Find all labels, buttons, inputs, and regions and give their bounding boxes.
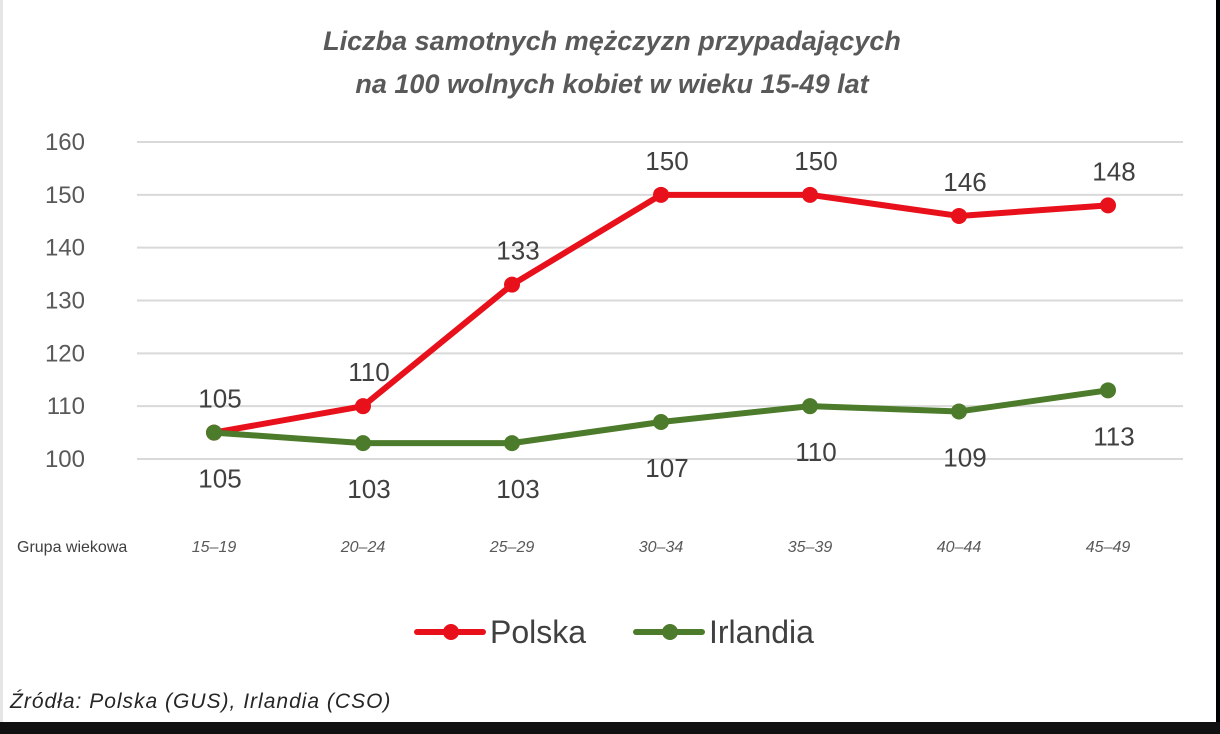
legend-label-polska: Polska [490,614,586,650]
data-point-irlandia [504,435,520,452]
y-tick-label: 100 [45,446,85,473]
y-tick-label: 160 [45,129,85,156]
legend: Polska Irlandia [414,614,814,650]
x-tick-label: 40–44 [937,539,982,556]
series-lines [206,186,1116,452]
data-point-polska [653,186,669,203]
legend-marker-irlandia [662,624,678,640]
x-axis-ticks: 15–19 20–24 25–29 30–34 35–39 40–44 45–49 [192,539,1131,556]
data-labels: 105 110 133 150 150 146 148 105 103 103 107 110 109 1… [198,146,1135,504]
data-label-polska: 150 [794,146,837,176]
series-line-polska [211,191,1111,436]
bottom-bar [0,722,1220,734]
frame-edge [0,0,3,722]
x-tick-label: 20–24 [340,539,386,556]
x-tick-label: 35–39 [788,539,833,556]
data-label-polska: 110 [348,357,389,387]
legend-marker-polska [443,624,459,640]
x-tick-label: 30–34 [639,539,684,556]
data-point-irlandia [206,424,222,441]
data-label-irlandia: 110 [795,437,836,467]
x-axis-label: Grupa wiekowa [17,539,127,556]
data-label-irlandia: 107 [645,453,688,483]
data-label-polska: 133 [496,236,539,266]
data-label-irlandia: 109 [943,442,986,472]
source-note: Źródła: Polska (GUS), Irlandia (CSO) [10,690,392,713]
y-tick-label: 130 [45,288,85,315]
data-point-irlandia [355,435,371,452]
data-label-polska: 148 [1092,156,1135,186]
data-label-polska: 150 [645,146,688,176]
y-tick-label: 120 [45,340,85,367]
data-point-polska [951,207,967,224]
data-label-irlandia: 105 [198,464,241,494]
chart-title-line-2: na 100 wolnych kobiet w wieku 15-49 lat [355,69,869,99]
y-axis-ticks: 100 110 120 130 140 150 160 [45,129,85,473]
y-tick-label: 110 [47,393,85,420]
data-label-polska: 105 [198,384,241,414]
data-point-polska [1100,197,1116,214]
data-point-polska [802,186,818,203]
data-label-polska: 146 [943,167,986,197]
x-tick-label: 45–49 [1086,539,1131,556]
data-label-irlandia: 103 [347,474,390,504]
legend-label-irlandia: Irlandia [709,614,814,650]
data-point-irlandia [802,398,818,415]
data-label-irlandia: 113 [1093,421,1134,451]
data-point-polska [504,276,520,293]
y-tick-label: 150 [45,182,85,209]
data-point-irlandia [653,414,669,431]
y-tick-label: 140 [45,235,85,262]
data-point-irlandia [951,403,967,420]
x-tick-label: 25–29 [489,539,535,556]
data-label-irlandia: 103 [496,474,539,504]
chart-title-line-1: Liczba samotnych mężczyzn przypadających [323,26,901,56]
x-tick-label: 15–19 [192,539,237,556]
data-point-irlandia [1100,382,1116,399]
data-point-polska [355,398,371,415]
